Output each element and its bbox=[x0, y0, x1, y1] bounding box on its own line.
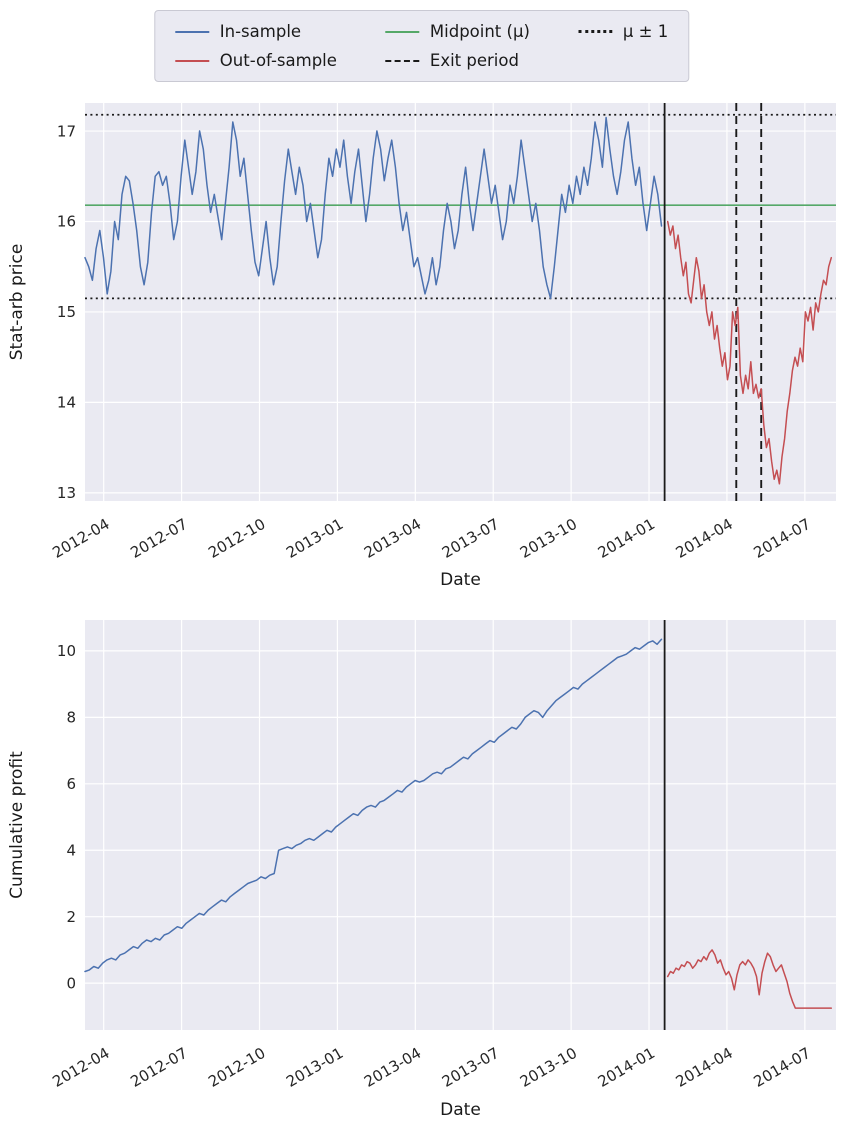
legend-item-1: μ ± 1 bbox=[577, 22, 669, 41]
plot-background bbox=[85, 103, 836, 501]
y-tick-label: 0 bbox=[66, 974, 76, 992]
plot-background bbox=[85, 620, 836, 1030]
x-tick-label: 2012-10 bbox=[205, 1044, 268, 1091]
legend-line-sample-solid bbox=[174, 59, 209, 62]
x-tick-label: 2013-04 bbox=[361, 515, 424, 562]
x-tick-label: 2012-04 bbox=[49, 515, 112, 562]
series-out-of-sample bbox=[666, 220, 833, 485]
y-tick-label: 17 bbox=[57, 122, 76, 140]
legend-line-sample-dotted bbox=[577, 30, 612, 33]
series-in-sample bbox=[84, 638, 663, 973]
y-tick-label: 2 bbox=[66, 908, 76, 926]
x-tick-label: 2013-07 bbox=[439, 515, 502, 562]
gridlines bbox=[85, 620, 836, 1030]
legend-line-sample-dashed bbox=[384, 59, 419, 62]
y-axis-label: Cumulative profit bbox=[7, 751, 27, 899]
y-tick-label: 4 bbox=[66, 842, 76, 860]
x-tick-label: 2012-07 bbox=[127, 1044, 190, 1091]
x-tick-label: 2014-04 bbox=[673, 515, 736, 562]
x-tick-label: 2013-10 bbox=[517, 1044, 580, 1091]
y-tick-label: 16 bbox=[57, 213, 76, 231]
series-in-sample bbox=[84, 116, 663, 300]
x-tick-label: 2013-01 bbox=[283, 1044, 346, 1091]
legend-item-in-sample: In-sample bbox=[174, 22, 337, 41]
legend-label: Exit period bbox=[429, 51, 519, 70]
x-tick-label: 2013-04 bbox=[361, 1044, 424, 1091]
x-tick-label: 2013-07 bbox=[439, 1044, 502, 1091]
x-tick-label: 2012-10 bbox=[205, 515, 268, 562]
legend-label: In-sample bbox=[219, 22, 302, 41]
x-tick-label: 2012-04 bbox=[49, 1044, 112, 1091]
x-tick-label: 2013-01 bbox=[283, 515, 346, 562]
x-tick-label: 2014-07 bbox=[751, 515, 814, 562]
y-tick-label: 8 bbox=[66, 709, 76, 727]
y-axis-label: Stat-arb price bbox=[7, 244, 27, 361]
series-out-of-sample bbox=[666, 949, 833, 1009]
x-tick-label: 2014-01 bbox=[595, 1044, 658, 1091]
cumulative-profit-chart: 0 2 4 6 8 10 2012-04 2012-07 2012-10 2013-01 2013-… bbox=[7, 620, 836, 1120]
legend-item-out-of-sample: Out-of-sample bbox=[174, 51, 337, 70]
y-tick-label: 6 bbox=[66, 775, 76, 793]
legend-line-sample-solid bbox=[174, 30, 209, 33]
y-tick-label: 10 bbox=[57, 642, 76, 660]
x-axis-label: Date bbox=[440, 1100, 481, 1120]
x-tick-label: 2014-01 bbox=[595, 515, 658, 562]
legend-label: Out-of-sample bbox=[219, 51, 337, 70]
x-tick-label: 2012-07 bbox=[127, 515, 190, 562]
x-axis-label: Date bbox=[440, 570, 481, 590]
x-tick-label: 2014-04 bbox=[673, 1044, 736, 1091]
gridlines bbox=[85, 103, 836, 501]
stat-arb-price-chart: 13 14 15 16 17 2012-04 2012-07 2012-10 2013-01 20… bbox=[7, 103, 836, 590]
y-tick-label: 15 bbox=[57, 303, 76, 321]
legend-label: Midpoint (μ) bbox=[429, 22, 530, 41]
y-tick-label: 13 bbox=[57, 484, 76, 502]
legend-item-midpoint: Midpoint (μ) bbox=[384, 22, 530, 41]
legend-label: μ ± 1 bbox=[622, 22, 669, 41]
legend-item-exit-period: Exit period bbox=[384, 51, 530, 70]
y-tick-label: 14 bbox=[57, 394, 76, 412]
x-tick-label: 2014-07 bbox=[751, 1044, 814, 1091]
legend-line-sample-solid bbox=[384, 30, 419, 33]
x-tick-label: 2013-10 bbox=[517, 515, 580, 562]
legend: In-sample Out-of-sample Midpoint (μ) Exit p… bbox=[153, 10, 690, 82]
